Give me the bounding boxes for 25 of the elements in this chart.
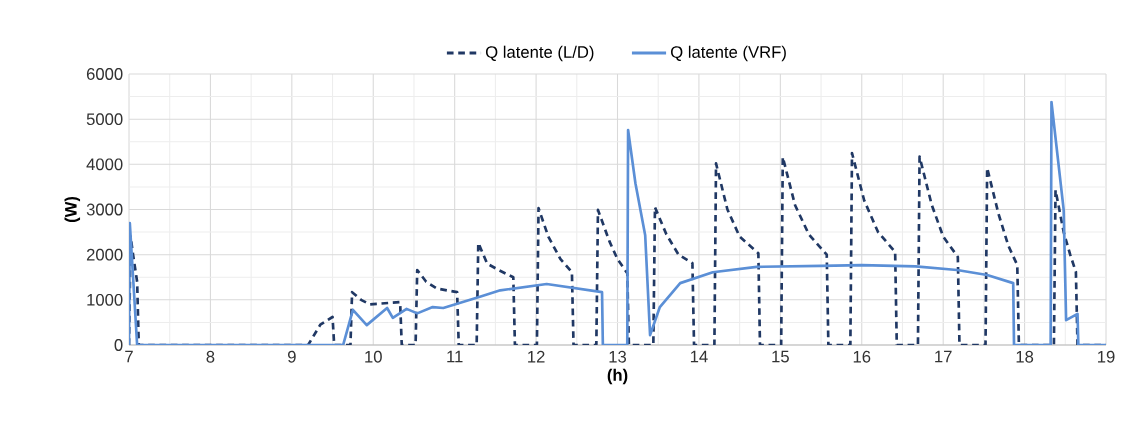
y-tick-label: 3000 [86, 203, 123, 216]
x-tick-label: 17 [935, 350, 952, 363]
legend-label: Q latente (L/D) [485, 45, 594, 62]
y-axis-title: (W) [64, 196, 81, 223]
y-tick-label: 2000 [86, 248, 123, 261]
line-series [129, 100, 1107, 345]
x-tick-label: 18 [1016, 350, 1034, 363]
x-tick-label: 12 [528, 350, 545, 363]
x-tick-label: 7 [125, 350, 133, 363]
x-tick-label: 13 [609, 350, 627, 363]
y-tick-label: 6000 [86, 68, 123, 80]
x-axis-title: (h) [607, 368, 628, 385]
x-tick-label: 15 [772, 350, 789, 363]
legend-label: Q latente (VRF) [671, 45, 786, 62]
x-tick-label: 11 [447, 350, 463, 363]
x-tick-label: 8 [206, 350, 215, 363]
x-tick-label: 16 [853, 350, 871, 363]
x-tick-label: 14 [690, 350, 708, 363]
y-tick-label: 1000 [87, 293, 123, 306]
y-tick-label: 5000 [86, 113, 123, 126]
x-tick-label: 19 [1098, 350, 1115, 363]
x-tick-label: 10 [365, 350, 382, 363]
y-tick-label: 4000 [86, 158, 123, 171]
x-tick-label: 9 [287, 350, 296, 363]
y-tick-label: 0 [114, 339, 123, 351]
